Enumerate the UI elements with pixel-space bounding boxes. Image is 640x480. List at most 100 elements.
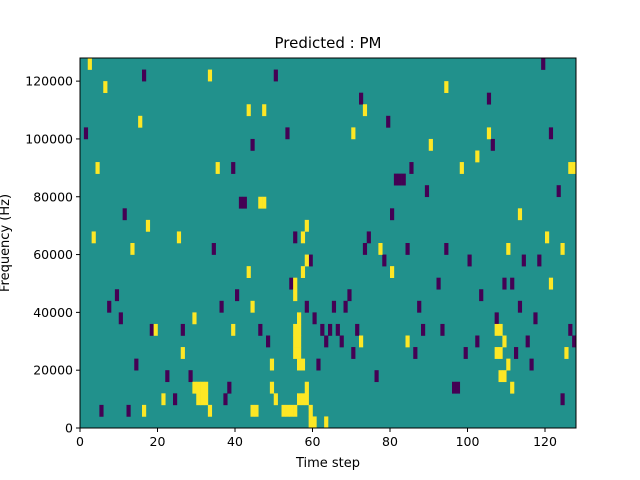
heatmap-cell-high (269, 358, 275, 371)
heatmap-cell-low (238, 196, 244, 209)
heatmap-cell-high (498, 347, 503, 359)
heatmap-cell-high (362, 104, 368, 117)
heatmap-cell-low (331, 300, 337, 313)
heatmap-cell-low (142, 69, 147, 82)
heatmap-cell-low (359, 92, 364, 105)
heatmap-cell-high (498, 370, 503, 383)
heatmap-cell-low (366, 231, 371, 244)
heatmap-cell-high (498, 323, 503, 336)
heatmap-cell-low (355, 323, 360, 336)
x-tick-label: 40 (227, 434, 243, 449)
heatmap-cell-high (215, 162, 220, 174)
heatmap-cell-high (204, 381, 209, 394)
heatmap-cell-low (510, 277, 515, 290)
heatmap-cell-low (556, 185, 561, 198)
heatmap-cell-high (204, 393, 209, 406)
heatmap-cell-high (250, 300, 255, 313)
heatmap-cell-high (502, 335, 507, 348)
heatmap-cell-high (359, 335, 364, 348)
heatmap-cell-low (490, 138, 495, 151)
heatmap-cell-low (173, 393, 178, 406)
heatmap-cell-low (548, 127, 554, 140)
heatmap-cell-low (304, 300, 309, 313)
heatmap-cell-low (293, 231, 298, 244)
heatmap-cell-high (87, 58, 92, 70)
heatmap-cell-high (486, 127, 492, 140)
heatmap-cell-high (231, 323, 236, 336)
heatmap-cell-low (149, 323, 154, 336)
heatmap-cell-high (180, 347, 185, 359)
heatmap-cell-high (200, 393, 205, 406)
heatmap-cell-high (281, 404, 286, 417)
heatmap-cell-high (297, 323, 302, 336)
heatmap-cell-low (436, 277, 441, 290)
heatmap-cell-high (390, 266, 395, 278)
heatmap-cell-high (293, 323, 298, 336)
x-tick-label: 120 (533, 434, 557, 449)
heatmap-cell-high (506, 358, 511, 371)
heatmap-cell-high (192, 381, 197, 394)
heatmap-cell-low (541, 58, 546, 70)
heatmap-cell-low (502, 277, 507, 290)
heatmap-cell-high (293, 404, 298, 417)
heatmap-cell-low (107, 300, 112, 313)
plot-frame (79, 57, 577, 429)
heatmap-cell-low (250, 138, 255, 151)
heatmap-cell-low (529, 358, 534, 371)
heatmap-cell-low (405, 243, 410, 255)
heatmap-background (80, 58, 576, 428)
heatmap-cell-high (510, 381, 515, 394)
heatmap-cell-low (122, 208, 127, 221)
heatmap-cell-low (475, 335, 480, 348)
heatmap-cell-high (560, 243, 565, 255)
heatmap-cell-low (223, 393, 228, 406)
heatmap-cell-low (409, 162, 414, 174)
x-tick-label: 20 (150, 434, 166, 449)
heatmap-cell-low (479, 289, 484, 302)
y-tick-label: 20000 (33, 363, 73, 378)
heatmap-cell-low (440, 323, 445, 336)
heatmap-cell-low (560, 393, 565, 406)
heatmap-cell-high (207, 69, 213, 82)
heatmap-cell-high (289, 404, 294, 417)
heatmap-cell-low (374, 370, 379, 383)
heatmap-cell-low (83, 127, 89, 140)
heatmap-cell-low (351, 347, 356, 359)
heatmap-cell-low (312, 312, 317, 325)
heatmap-cell-high (246, 104, 251, 117)
chart-title: Predicted : PM (275, 34, 382, 52)
heatmap-cell-high (494, 323, 499, 336)
heatmap-cell-high (502, 370, 507, 383)
heatmap-cell-low (231, 162, 236, 174)
y-tick-label: 80000 (33, 189, 73, 204)
heatmap-cell-low (320, 323, 325, 336)
heatmap-cell-low (316, 358, 321, 371)
heatmap-cell-high (192, 312, 197, 325)
heatmap-cell-high (262, 196, 267, 209)
heatmap-cell-high (297, 335, 302, 348)
x-axis-label: Time step (295, 456, 360, 471)
heatmap-cell-low (180, 323, 185, 336)
heatmap-cell-low (413, 347, 418, 359)
x-tick-label: 60 (305, 434, 321, 449)
heatmap-cell-high (297, 393, 302, 406)
heatmap-cells (83, 58, 577, 429)
heatmap-cell-high (254, 404, 259, 417)
heatmap-cell-low (467, 254, 472, 267)
heatmap-cell-high (246, 266, 251, 278)
heatmap-cell-high (293, 347, 298, 359)
heatmap-cell-low (219, 300, 224, 313)
heatmap-cell-low (258, 323, 263, 336)
heatmap-cell-high (293, 277, 298, 290)
x-axis: 0 20 40 60 80 100 120 (76, 428, 557, 449)
heatmap-cell-low (339, 335, 344, 348)
heatmap-cell-low (211, 243, 216, 255)
heatmap-cell-low (494, 312, 499, 325)
heatmap-cell-low (568, 323, 573, 336)
heatmap-cell-high (444, 81, 449, 93)
heatmap-cell-high (351, 127, 356, 140)
heatmap-cell-low (227, 381, 232, 394)
heatmap-cell-low (289, 277, 294, 290)
heatmap-cell-high (300, 358, 306, 371)
heatmap-cell-low (463, 347, 468, 359)
